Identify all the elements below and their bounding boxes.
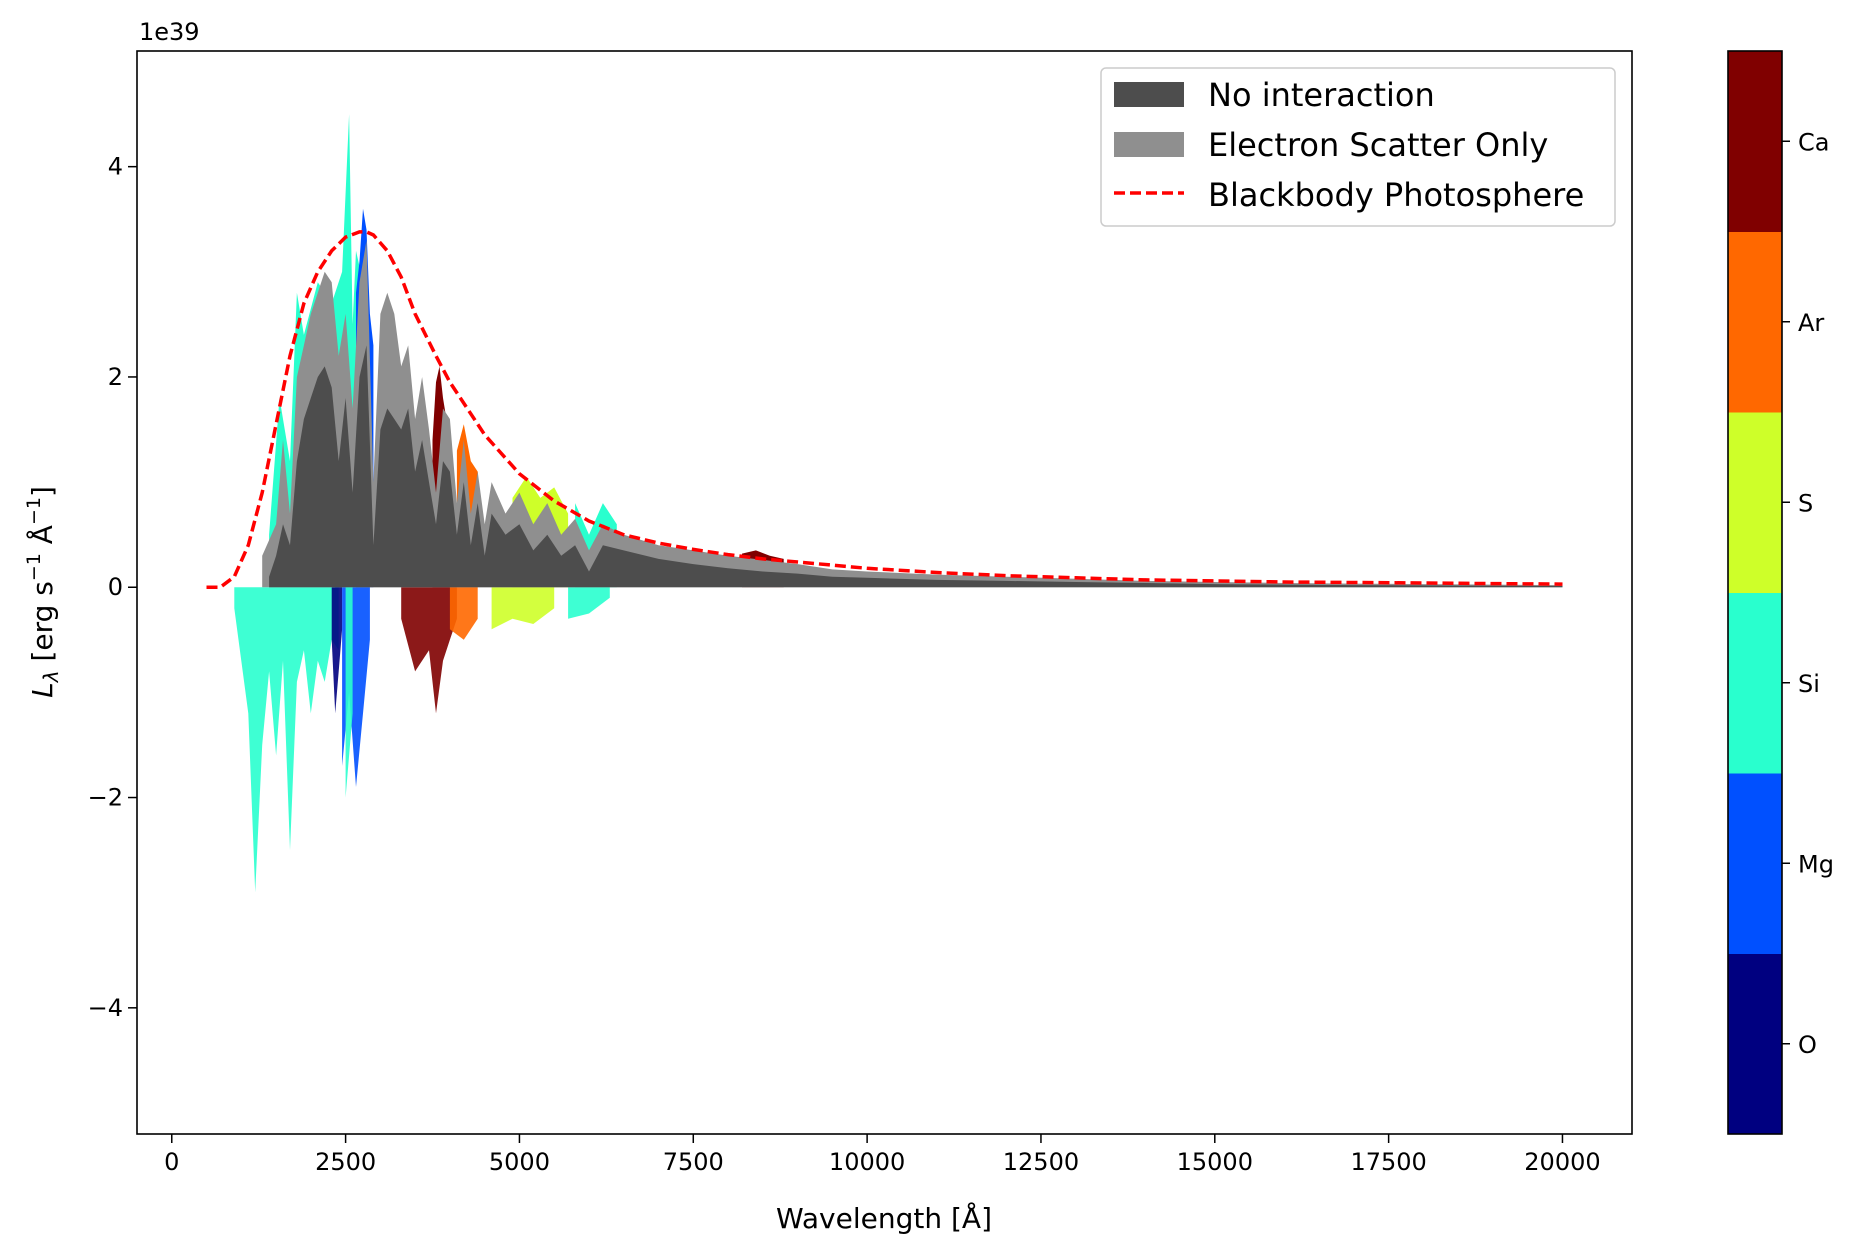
y-label-exp1: −1 bbox=[23, 553, 45, 581]
absorption-si-0 bbox=[234, 587, 339, 893]
legend-patch-electron-scatter bbox=[1114, 132, 1184, 157]
legend-label-no-interaction: No interaction bbox=[1208, 76, 1435, 114]
y-tick-label--4: −4 bbox=[88, 994, 123, 1022]
x-tick-label-0: 0 bbox=[164, 1148, 179, 1176]
colorbar-label-ar: Ar bbox=[1798, 309, 1824, 337]
x-axis-label: Wavelength [Å] bbox=[776, 1201, 992, 1235]
absorption-s-6 bbox=[491, 587, 555, 630]
y-tick-label-4: 4 bbox=[108, 153, 123, 181]
absorption-ca-4 bbox=[401, 587, 457, 714]
areas-layer bbox=[234, 114, 1563, 893]
colorbar-segment-mg bbox=[1728, 773, 1782, 954]
y-label-subscript: λ bbox=[39, 670, 63, 683]
series-area-no-interaction bbox=[269, 345, 1563, 588]
absorption-si-3 bbox=[345, 587, 353, 798]
x-tick-label-20000: 20000 bbox=[1524, 1148, 1600, 1176]
legend: No interaction Electron Scatter Only Bla… bbox=[1100, 67, 1616, 227]
y-tick-label--2: −2 bbox=[88, 784, 123, 812]
colorbar-label-si: Si bbox=[1798, 670, 1820, 698]
colorbar-segment-s bbox=[1728, 412, 1782, 593]
y-axis-label: Lλ [erg s−1 Å−1] bbox=[23, 486, 63, 698]
y-label-symbol: L bbox=[26, 682, 59, 698]
colorbar-segment-ar bbox=[1728, 231, 1782, 413]
absorption-o-1 bbox=[331, 587, 343, 714]
colorbar-segment-ca bbox=[1728, 51, 1782, 232]
y-tick-label-0: 0 bbox=[108, 573, 123, 601]
x-tick-label-12500: 12500 bbox=[1003, 1148, 1079, 1176]
colorbar: O Mg Si S Ar Ca bbox=[1727, 50, 1834, 1135]
colorbar-label-ca: Ca bbox=[1798, 128, 1829, 156]
x-tick-label-15000: 15000 bbox=[1177, 1148, 1253, 1176]
y-label-exp2: −1 bbox=[23, 497, 45, 525]
legend-box bbox=[1100, 67, 1616, 227]
y-tick-label-2: 2 bbox=[108, 363, 123, 391]
absorption-si-7 bbox=[568, 587, 610, 619]
colorbar-label-mg: Mg bbox=[1798, 850, 1834, 878]
y-label-units: [erg s bbox=[26, 581, 59, 670]
blackbody-line bbox=[206, 230, 1563, 589]
y-axis: −4 −2 0 2 4 bbox=[88, 153, 137, 1022]
x-axis: 0 2500 5000 7500 10000 12500 15000 17500 20000 bbox=[164, 1134, 1601, 1176]
plot-frame bbox=[136, 50, 1633, 1135]
legend-patch-no-interaction bbox=[1114, 82, 1184, 107]
y-offset-label: 1e39 bbox=[139, 18, 200, 46]
colorbar-segment-o bbox=[1728, 953, 1782, 1135]
y-label-units2: Å bbox=[25, 525, 59, 553]
colorbar-label-s: S bbox=[1798, 489, 1813, 517]
x-tick-label-2500: 2500 bbox=[315, 1148, 376, 1176]
colorbar-frame bbox=[1727, 50, 1783, 1135]
x-tick-label-7500: 7500 bbox=[663, 1148, 724, 1176]
colorbar-label-o: O bbox=[1798, 1031, 1817, 1059]
x-tick-label-5000: 5000 bbox=[489, 1148, 550, 1176]
colorbar-segment-si bbox=[1728, 592, 1782, 774]
legend-label-electron-scatter: Electron Scatter Only bbox=[1208, 126, 1548, 164]
absorption-ar-5 bbox=[449, 587, 478, 640]
y-label-close: ] bbox=[26, 486, 59, 497]
x-tick-label-10000: 10000 bbox=[829, 1148, 905, 1176]
legend-label-blackbody: Blackbody Photosphere bbox=[1208, 176, 1584, 214]
blackbody-layer bbox=[206, 230, 1563, 589]
x-tick-label-17500: 17500 bbox=[1350, 1148, 1426, 1176]
